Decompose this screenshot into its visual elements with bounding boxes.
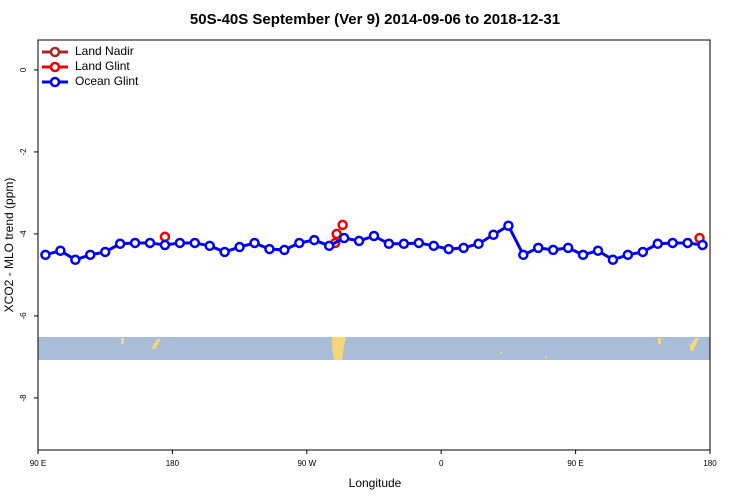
- point: [577, 249, 589, 261]
- point: [337, 219, 348, 231]
- y-tick-label: 0: [19, 67, 28, 72]
- point: [129, 237, 141, 249]
- point: [353, 235, 365, 247]
- point: [144, 237, 156, 249]
- legend-label: Land Glint: [75, 59, 130, 73]
- point: [55, 245, 66, 256]
- point: [682, 237, 693, 249]
- point: [637, 246, 649, 258]
- y-tick-label: -8: [19, 394, 28, 402]
- point: [249, 237, 260, 249]
- point: [294, 237, 305, 249]
- point: [518, 249, 529, 261]
- point: [413, 237, 425, 249]
- point: [488, 229, 499, 240]
- point: [85, 249, 96, 261]
- x-axis-label: Longitude: [349, 476, 402, 490]
- x-tick-label: 180: [166, 459, 180, 468]
- x-tick-label: 90 W: [297, 459, 316, 468]
- point: [562, 242, 574, 254]
- point: [652, 238, 663, 250]
- point: [331, 228, 342, 240]
- y-axis-label: XCO2 - MLO trend (ppm): [2, 178, 16, 313]
- point: [697, 239, 708, 251]
- point: [383, 238, 395, 250]
- legend-marker: [49, 46, 61, 58]
- x-tick-label: 90 E: [567, 459, 583, 468]
- x-tick-label: 90 E: [30, 459, 46, 468]
- point: [323, 240, 335, 252]
- y-tick-label: -2: [19, 148, 28, 156]
- point: [219, 246, 230, 258]
- point: [99, 246, 111, 258]
- point: [159, 231, 171, 243]
- point: [547, 244, 559, 256]
- point: [189, 237, 201, 249]
- legend-marker: [49, 61, 61, 73]
- point: [458, 242, 469, 254]
- plot-frame: [37, 39, 711, 451]
- plot-layer: 90 E 180 90 W 0 90 E 180 -8 -6 -4 -2 0 Land NadirLa…: [19, 44, 717, 468]
- point: [398, 238, 410, 250]
- point: [279, 244, 290, 256]
- point: [70, 254, 81, 266]
- point: [204, 240, 215, 252]
- point: [533, 242, 544, 254]
- point: [503, 220, 514, 231]
- x-tick-label: 0: [439, 459, 444, 468]
- point: [234, 241, 245, 253]
- y-tick-label: -6: [19, 312, 28, 320]
- point: [368, 230, 380, 242]
- point: [40, 249, 51, 261]
- x-tick-label: 180: [703, 459, 717, 468]
- point: [473, 238, 484, 250]
- point: [622, 249, 634, 261]
- y-tick-label: -4: [19, 230, 28, 238]
- point: [338, 232, 350, 244]
- legend-label: Ocean Glint: [75, 74, 139, 88]
- point: [309, 234, 320, 246]
- point: [667, 237, 678, 249]
- point: [264, 243, 275, 255]
- legend-label: Land Nadir: [75, 44, 134, 58]
- point: [443, 243, 454, 255]
- map-band: [38, 337, 710, 360]
- point: [592, 245, 604, 256]
- point: [159, 239, 171, 251]
- point: [114, 238, 126, 250]
- point: [428, 240, 439, 252]
- chart-title: 50S-40S September (Ver 9) 2014-09-06 to …: [190, 11, 560, 28]
- point: [174, 237, 186, 249]
- legend-marker: [49, 76, 61, 88]
- ocean-band: [38, 337, 710, 360]
- point: [607, 254, 619, 266]
